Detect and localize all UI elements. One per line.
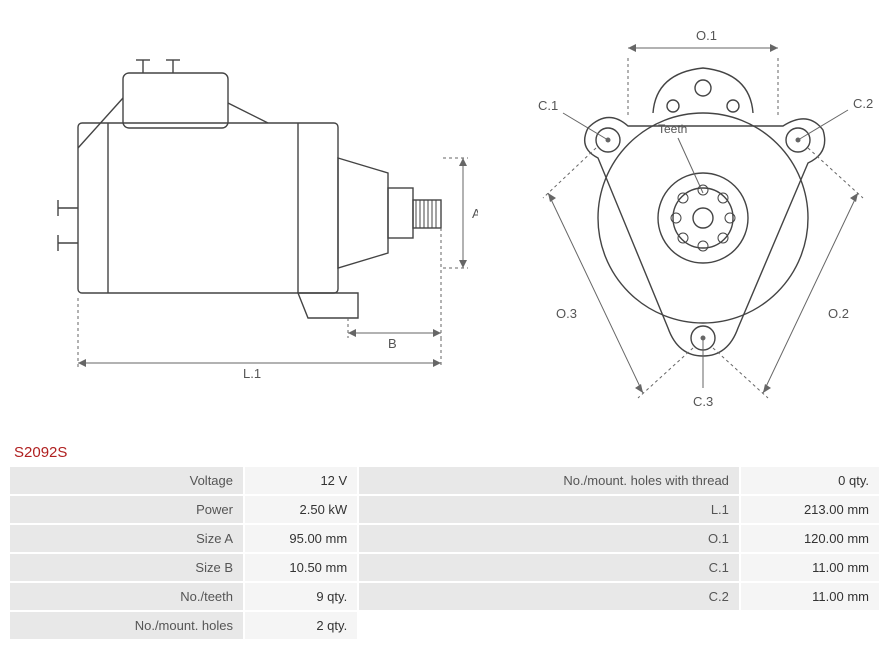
spec-row: Power2.50 kWL.1213.00 mm [10,496,879,523]
spec-label [359,612,739,639]
spec-label: No./mount. holes [10,612,243,639]
spec-label: C.2 [359,583,739,610]
spec-value: 11.00 mm [741,554,879,581]
spec-value: 213.00 mm [741,496,879,523]
spec-label: L.1 [359,496,739,523]
dim-label-l1: L.1 [243,366,261,381]
side-view-diagram: A B L.1 [48,18,478,418]
spec-row: Size B10.50 mmC.111.00 mm [10,554,879,581]
spec-value: 12 V [245,467,357,494]
spec-label: Power [10,496,243,523]
spec-label: No./mount. holes with thread [359,467,739,494]
dim-label-c3: C.3 [693,394,713,409]
dim-label-c1: C.1 [538,98,558,113]
spec-row: Voltage12 VNo./mount. holes with thread0… [10,467,879,494]
spec-label: O.1 [359,525,739,552]
teeth-label: Teeth [658,122,687,136]
specs-table: Voltage12 VNo./mount. holes with thread0… [8,465,881,641]
part-number: S2092S [14,444,881,461]
front-view-diagram: O.1 C.1 C.2 C.3 Teeth [508,18,889,418]
spec-label: C.1 [359,554,739,581]
spec-value: 9 qty. [245,583,357,610]
spec-row: Size A95.00 mmO.1120.00 mm [10,525,879,552]
dim-label-a: A [472,206,478,221]
spec-value: 2.50 kW [245,496,357,523]
spec-label: No./teeth [10,583,243,610]
spec-value [741,612,879,639]
spec-value: 10.50 mm [245,554,357,581]
spec-row: No./mount. holes2 qty. [10,612,879,639]
dim-label-o1: O.1 [696,28,717,43]
diagram-row: A B L.1 [8,8,881,438]
spec-value: 0 qty. [741,467,879,494]
spec-label: Size B [10,554,243,581]
dim-label-o2: O.2 [828,306,849,321]
spec-value: 2 qty. [245,612,357,639]
spec-value: 95.00 mm [245,525,357,552]
dim-label-c2: C.2 [853,96,873,111]
spec-label: Size A [10,525,243,552]
spec-value: 120.00 mm [741,525,879,552]
spec-row: No./teeth9 qty.C.211.00 mm [10,583,879,610]
dim-label-o3: O.3 [556,306,577,321]
dim-label-b: B [388,336,397,351]
spec-value: 11.00 mm [741,583,879,610]
spec-label: Voltage [10,467,243,494]
